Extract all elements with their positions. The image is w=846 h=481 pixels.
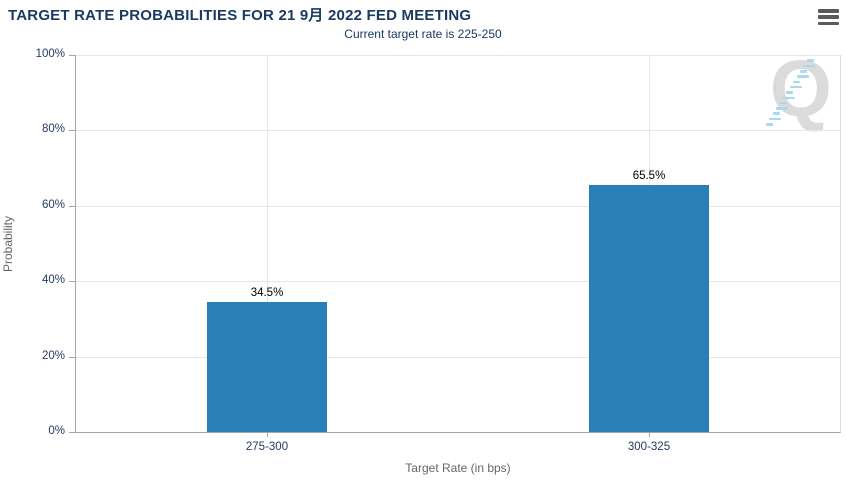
watermark-dash: [766, 123, 773, 126]
gridline: [76, 281, 840, 283]
watermark-dash: [786, 91, 794, 94]
watermark-dash: [769, 117, 782, 121]
watermark-q-letter: Q: [769, 44, 832, 133]
watermark-dash: [776, 107, 789, 110]
y-tick-label: 60%: [41, 198, 65, 211]
hamburger-menu-icon[interactable]: [818, 9, 839, 28]
watermark-dash: [789, 85, 802, 89]
watermark-dash: [779, 101, 787, 105]
watermark-dash: [806, 59, 814, 62]
plot-area: Q 0% 20% 40% 60% 80% 100% 34.5% 65.5% 27…: [36, 48, 841, 453]
x-tick-mark: [649, 432, 650, 437]
gridline: [76, 356, 840, 358]
watermark-dash: [793, 80, 801, 84]
chart-subtitle: Current target rate is 225-250: [344, 27, 502, 41]
y-tick-label: 80%: [41, 123, 65, 136]
x-tick-mark: [267, 432, 268, 437]
hamburger-bar: [818, 15, 839, 19]
gridline: [76, 130, 840, 132]
probability-bar-300-325[interactable]: [589, 185, 709, 432]
y-tick-mark: [69, 281, 76, 283]
bar-value-label: 34.5%: [250, 286, 284, 299]
probability-bar-275-300[interactable]: [207, 301, 327, 432]
chart-title: TARGET RATE PROBABILITIES FOR 21 9月 2022…: [8, 7, 472, 24]
y-tick-mark: [69, 432, 76, 433]
bar-group: 65.5%: [589, 170, 709, 432]
watermark-dash: [800, 70, 807, 73]
hamburger-bar: [818, 21, 839, 26]
y-tick-label: 20%: [41, 349, 65, 362]
y-tick-mark: [69, 205, 76, 207]
y-tick-mark: [69, 55, 76, 56]
watermark-dash: [772, 112, 780, 115]
x-gridline: [267, 55, 268, 432]
x-tick-label: 300-325: [627, 441, 671, 453]
y-tick-mark: [69, 130, 76, 132]
y-tick-label: 40%: [41, 274, 65, 287]
gridline: [76, 205, 840, 207]
hamburger-bar: [818, 9, 839, 13]
watermark-dash: [783, 96, 795, 99]
bar-value-label: 65.5%: [632, 170, 666, 183]
gridline: [76, 55, 840, 56]
watermark-dash: [803, 64, 816, 68]
y-tick-label: 0%: [48, 425, 65, 437]
y-tick-mark: [69, 356, 76, 358]
y-axis-title: Probability: [1, 215, 15, 273]
bar-group: 34.5%: [207, 287, 327, 432]
x-axis-title: Target Rate (in bps): [405, 461, 511, 475]
quikstrike-watermark: Q: [760, 49, 832, 147]
x-tick-label: 275-300: [245, 441, 289, 453]
y-tick-label: 100%: [35, 48, 65, 60]
watermark-dash: [796, 75, 809, 78]
